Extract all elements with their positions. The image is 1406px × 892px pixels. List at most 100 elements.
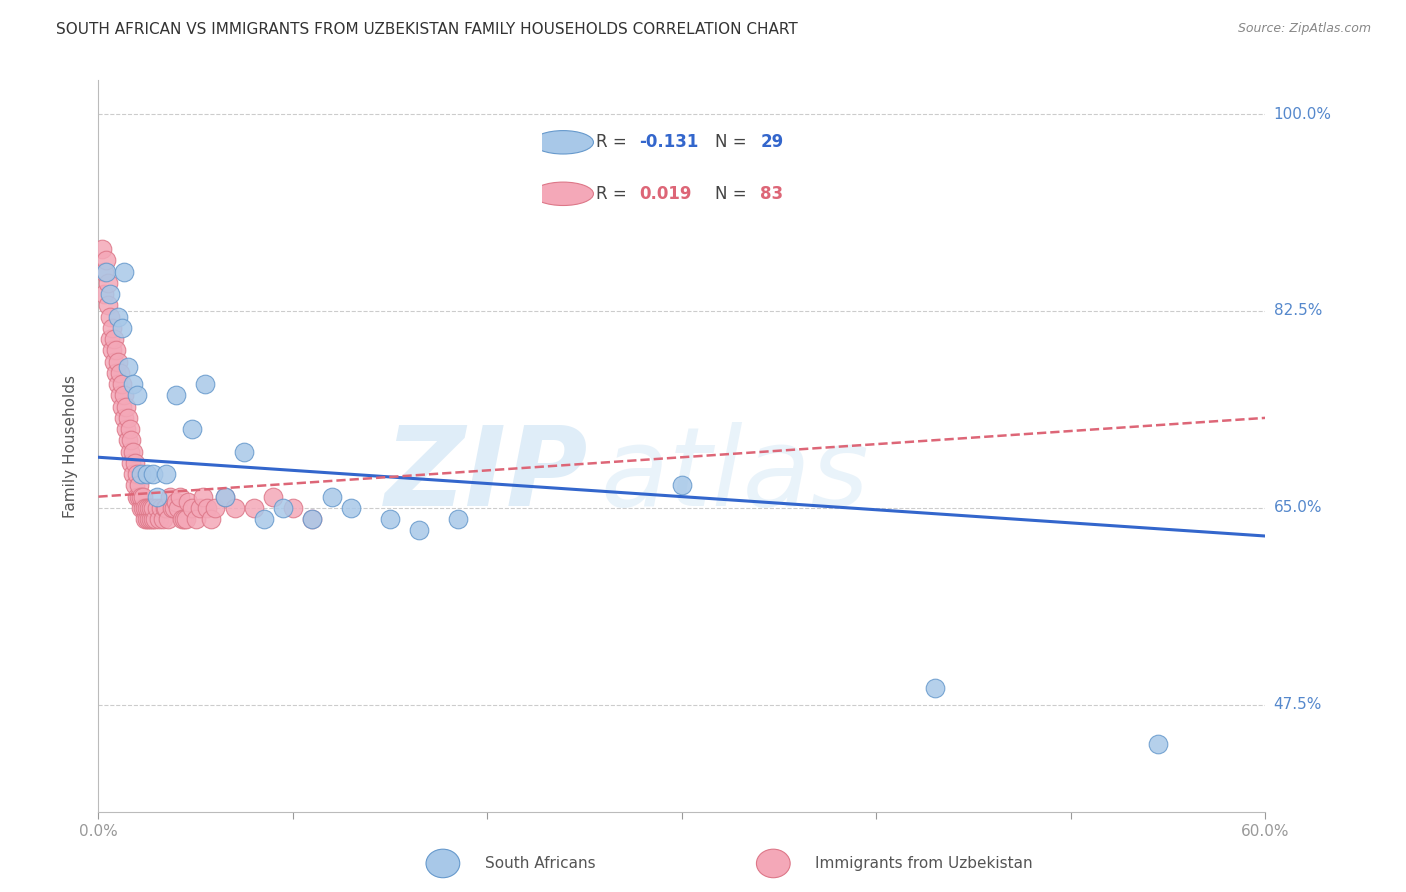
Point [134,500,156,515]
Point [408,524,430,538]
Point [136,500,159,515]
Text: 100.0%: 100.0% [1274,106,1331,121]
Point [98,310,121,324]
Point [262,490,284,504]
Point [111,400,134,414]
Point [253,512,276,526]
Point [139,512,162,526]
Point [127,388,149,402]
Point [138,500,160,515]
Point [103,354,125,368]
Point [146,500,169,515]
Point [132,500,155,515]
Point [193,490,215,504]
Point [340,500,363,515]
Point [101,321,124,335]
Text: atlas: atlas [600,422,869,529]
Point [118,422,141,436]
Point [91,242,114,256]
Point [121,434,143,448]
Text: 82.5%: 82.5% [1274,303,1322,318]
Point [155,500,177,515]
Point [233,444,256,458]
Point [671,478,693,492]
Point [107,310,129,324]
Point [112,264,135,278]
Point [138,512,160,526]
Point [98,287,121,301]
Point [124,478,146,492]
Point [301,512,323,526]
Point [132,490,155,504]
Point [101,343,124,358]
Point [111,377,134,392]
Point [136,467,159,482]
Point [142,467,165,482]
Circle shape [533,130,593,154]
Point [157,512,180,526]
Point [214,490,236,504]
Point [104,343,127,358]
Point [112,410,135,425]
Point [149,500,172,515]
Point [129,467,152,482]
Point [924,681,946,695]
Text: 29: 29 [761,133,783,152]
Text: ZIP: ZIP [385,422,589,529]
Point [224,500,246,515]
Point [194,377,217,392]
Point [165,388,187,402]
Point [107,377,129,392]
Point [107,354,129,368]
Point [114,400,136,414]
Point [142,512,165,526]
Text: 65.0%: 65.0% [1274,500,1322,516]
Point [108,388,131,402]
Point [129,500,152,515]
Point [152,512,174,526]
Point [112,388,135,402]
Point [96,253,118,268]
Text: N =: N = [714,133,752,152]
Point [167,500,190,515]
Point [243,500,266,515]
Point [159,490,181,504]
Point [121,456,143,470]
Point [146,490,169,504]
Text: South Africans: South Africans [485,856,596,871]
Point [97,276,120,290]
Text: R =: R = [596,185,633,202]
Point [108,366,131,380]
Point [180,500,202,515]
Point [139,500,162,515]
Point [200,512,222,526]
Text: 47.5%: 47.5% [1274,698,1322,713]
Point [122,467,145,482]
Point [170,512,193,526]
Point [1147,737,1170,751]
Point [173,512,195,526]
Point [111,321,134,335]
Point [155,467,177,482]
Point [117,434,139,448]
Point [188,500,211,515]
Circle shape [756,849,790,878]
Text: Immigrants from Uzbekistan: Immigrants from Uzbekistan [815,856,1033,871]
Text: Source: ZipAtlas.com: Source: ZipAtlas.com [1237,22,1371,36]
Point [447,512,470,526]
Point [96,264,118,278]
Point [127,467,149,482]
Point [97,298,120,312]
Point [143,512,166,526]
Point [142,500,165,515]
Point [281,500,304,515]
Y-axis label: Family Households: Family Households [63,375,77,517]
Point [163,500,186,515]
Point [136,512,159,526]
Text: 83: 83 [761,185,783,202]
Point [378,512,402,526]
Text: N =: N = [714,185,752,202]
Point [118,444,141,458]
Point [128,490,150,504]
Point [122,444,145,458]
